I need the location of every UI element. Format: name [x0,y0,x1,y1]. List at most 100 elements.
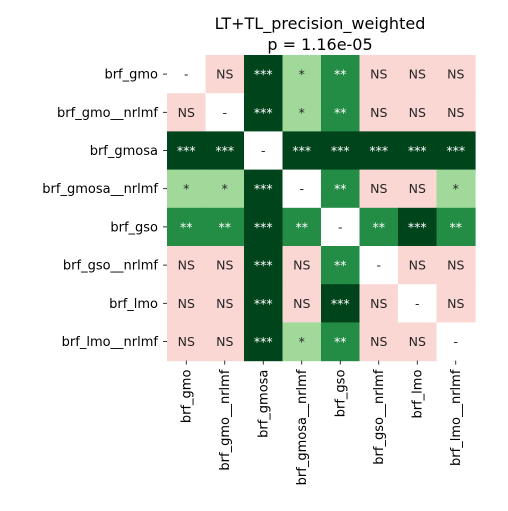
cell-label: NS [409,105,426,120]
heatmap-cell [321,131,361,171]
heatmap-cell [205,246,245,285]
cell-label: *** [331,296,350,311]
heatmap-cell [167,284,207,323]
cell-label: *** [177,143,196,158]
heatmap-cell [359,284,399,323]
cell-label: NS [370,296,387,311]
heatmap-cell [282,93,322,132]
heatmap-cell [282,284,322,323]
cell-label: ** [296,219,309,234]
heatmap-cell [167,169,207,209]
heatmap-cell [398,246,438,285]
column-labels: brf_gmo brf_gmo__nrlmf brf_gmosa brf_gmosa_… [180,360,464,485]
heatmap-cell [321,322,361,362]
cell-label: NS [178,105,195,120]
heatmap-cell [244,93,284,132]
heatmap-cell [244,322,284,362]
cell-label: - [453,334,458,349]
cell-label: *** [254,258,273,273]
cell-label: * [299,67,305,82]
cell-label: NS [447,296,464,311]
heatmap-cell [398,207,438,247]
cell-label: *** [292,143,311,158]
heatmap-cell [244,131,284,171]
cell-label: * [453,181,459,196]
cell-label: NS [216,296,233,311]
heatmap-cell [321,246,361,285]
heatmap-cell [359,131,399,171]
heatmap-cell [205,55,245,94]
cell-label: NS [216,334,233,349]
cell-label: *** [369,143,388,158]
heatmap-cell [321,169,361,209]
cell-label: * [183,181,189,196]
heatmap-cell [436,322,476,362]
heatmap-cell [398,322,438,362]
heatmap-cell [282,55,322,94]
cell-label: ** [334,334,347,349]
cell-label: NS [178,258,195,273]
cell-label: *** [215,143,234,158]
cell-label: NS [370,105,387,120]
cell-label: - [222,105,227,120]
cell-label: *** [254,105,273,120]
cell-label: ** [334,67,347,82]
chart-subtitle: p = 1.16e-05 [267,35,372,54]
cell-label: *** [408,143,427,158]
cell-label: NS [216,67,233,82]
heatmap-cell [205,131,245,171]
cell-label: - [299,181,304,196]
heatmap-cell [282,322,322,362]
cell-label: NS [370,181,387,196]
cell-label: ** [334,105,347,120]
row-label: brf_gso [110,220,158,235]
column-label: brf_gmosa__nrlmf [295,369,310,485]
heatmap-cell [436,55,476,94]
cell-label: - [184,67,189,82]
cell-label: NS [409,258,426,273]
cell-label: NS [293,296,310,311]
column-label: brf_gmo__nrlmf [218,369,233,470]
heatmap-cell [321,207,361,247]
heatmap-cell [167,207,207,247]
cell-label: NS [447,258,464,273]
cell-label: * [222,181,228,196]
chart-title: LT+TL_precision_weighted [215,14,426,34]
heatmap-cell [205,322,245,362]
column-label: brf_gso [334,370,349,418]
cell-label: - [338,219,343,234]
heatmap-cell [167,93,207,132]
heatmap-cell [436,93,476,132]
heatmap-cell [167,55,207,94]
heatmap-cell [436,169,476,209]
heatmap-cell [398,93,438,132]
cell-label: ** [180,219,193,234]
heatmap-cell [205,207,245,247]
column-label: brf_gmo [180,370,195,424]
heatmap-cell [359,246,399,285]
cell-label: - [261,143,266,158]
heatmap-cell [205,284,245,323]
cell-label: NS [370,334,387,349]
cell-label: *** [408,219,427,234]
heatmap-cell [398,55,438,94]
heatmap-cell [321,284,361,323]
heatmap-cell [436,131,476,171]
cell-label: *** [254,181,273,196]
heatmap-cell [398,284,438,323]
heatmap-cell [282,169,322,209]
column-label: brf_lmo__nrlmf [449,369,464,466]
heatmap-cell [205,169,245,209]
heatmap-cell [359,322,399,362]
heatmap-cell [244,207,284,247]
heatmap-cell [398,131,438,171]
cell-label: *** [254,296,273,311]
heatmap-cell [167,246,207,285]
cell-label: NS [178,334,195,349]
cell-label: *** [446,143,465,158]
cell-label: NS [409,67,426,82]
cell-label: ** [450,219,463,234]
heatmap-cell [321,93,361,132]
cell-label: * [299,105,305,120]
